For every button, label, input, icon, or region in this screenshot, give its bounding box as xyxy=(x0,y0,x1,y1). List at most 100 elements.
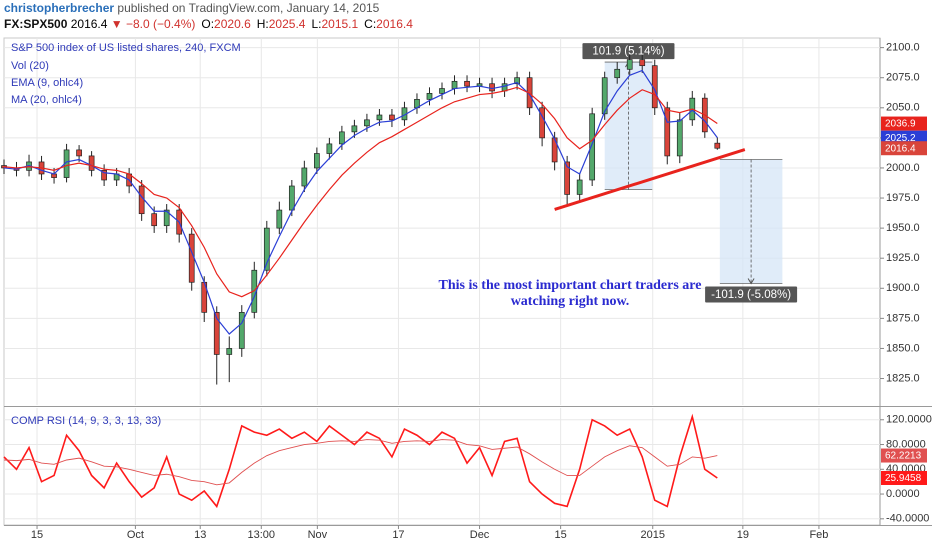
candle-body xyxy=(639,59,646,67)
candle-body xyxy=(163,209,170,227)
x-tick-label: Feb xyxy=(809,529,828,541)
y-tick-label: 1925.0 xyxy=(886,252,920,264)
candle-body xyxy=(664,107,671,157)
x-tick-label: 15 xyxy=(555,529,567,541)
field-label: L: xyxy=(311,17,322,31)
legend-entry: EMA (9, ohlc4) xyxy=(11,77,83,89)
chart-title: S&P 500 index of US listed shares, 240, … xyxy=(11,42,241,54)
last-value-label: 25.9458 xyxy=(885,473,922,484)
y-tick-label: 2075.0 xyxy=(886,72,920,84)
candle-body xyxy=(226,348,233,355)
change: −8.0 (−0.4%) xyxy=(126,17,196,31)
trendline xyxy=(554,148,746,211)
y-tick-label: 2100.0 xyxy=(886,42,920,54)
y-tick-label: 120.0000 xyxy=(886,414,932,426)
series-line xyxy=(3,413,718,509)
candle-body xyxy=(351,125,358,133)
annotation: This is the most important chart traders… xyxy=(439,278,702,293)
last-value-box xyxy=(881,130,927,145)
y-tick-label: -40.0000 xyxy=(886,513,929,525)
annotation: watching right now. xyxy=(511,294,630,309)
last-value-marker: 2025.2 xyxy=(881,130,927,145)
y-tick-label: 80.0000 xyxy=(886,438,926,450)
candle-body xyxy=(314,153,320,169)
candle-body xyxy=(238,311,245,349)
field-label: O: xyxy=(201,17,215,31)
last-value-label: 2025.2 xyxy=(885,133,916,144)
legend-entry: MA (20, ohlc4) xyxy=(11,94,82,106)
last-value-box xyxy=(881,470,927,485)
y-tick-label: 1850.0 xyxy=(886,342,920,354)
x-tick-label: Nov xyxy=(308,529,328,541)
candle-body xyxy=(451,80,458,89)
last-value-label: 2036.9 xyxy=(885,119,916,130)
field-value: 2015.1 xyxy=(321,17,359,31)
candle-body xyxy=(288,185,295,211)
x-tick-label: 13 xyxy=(194,529,206,541)
measure-label-box xyxy=(582,43,675,60)
candle-body xyxy=(714,142,721,149)
candle-body xyxy=(576,179,583,195)
y-tick-label: 1950.0 xyxy=(886,222,920,234)
candle-body xyxy=(389,114,395,121)
candle-body xyxy=(88,155,95,171)
y-tick-label: 1875.0 xyxy=(886,312,920,324)
last-value-label: 62.2213 xyxy=(885,451,922,462)
candle-body xyxy=(301,167,308,187)
field-value: 2025.4 xyxy=(268,17,306,31)
last-value-marker: 25.9458 xyxy=(881,470,927,485)
candle-body xyxy=(376,114,383,121)
last-value-marker: 2036.9 xyxy=(881,116,927,131)
change-arrow: ▼ xyxy=(110,17,123,31)
field-label: C: xyxy=(364,17,377,31)
candle-body xyxy=(676,119,683,157)
quote-line: FX:SPX500 2016.4 ▼ −8.0 (−0.4%) O:2020.6 H… xyxy=(4,16,413,32)
published: published on TradingView.com, January 14… xyxy=(117,1,380,15)
chart-title: COMP RSI (14, 9, 3, 3, 13, 33) xyxy=(11,415,161,427)
candle-body xyxy=(614,68,621,79)
series-line xyxy=(3,69,718,335)
x-tick-label: 19 xyxy=(737,529,749,541)
candle-body xyxy=(76,149,82,157)
measure-label: 101.9 (5.14%) xyxy=(592,46,664,58)
x-tick-label: Dec xyxy=(470,529,490,541)
field-value: 2020.6 xyxy=(214,17,251,31)
header: christopherbrecher published on TradingV… xyxy=(4,0,413,32)
series-line xyxy=(3,439,718,486)
indicator-label: Vol (20) xyxy=(11,60,49,72)
x-tick-label: 15 xyxy=(31,529,43,541)
last-value-label: 2016.4 xyxy=(885,143,916,154)
last-value-box xyxy=(881,448,927,463)
y-tick-label: 2050.0 xyxy=(886,102,920,114)
candle-body xyxy=(364,119,370,127)
candle-body xyxy=(263,227,270,271)
field-label: H: xyxy=(256,17,269,31)
candle-body xyxy=(589,113,596,181)
last-value-box xyxy=(881,116,927,131)
candle-body xyxy=(101,170,107,181)
candle-body xyxy=(426,93,433,100)
x-tick-label: 2015 xyxy=(640,529,664,541)
candle-body xyxy=(276,209,283,229)
candle-body xyxy=(489,83,495,92)
measure-area xyxy=(604,62,653,190)
candle-body xyxy=(564,161,570,195)
candle-body xyxy=(151,213,158,227)
series-line xyxy=(3,86,718,298)
candle-body xyxy=(188,233,195,283)
last-value-marker: 62.2213 xyxy=(881,448,927,463)
last-price: 2016.4 xyxy=(70,17,108,31)
candle-body xyxy=(213,311,220,355)
candle-body xyxy=(626,59,633,70)
author[interactable]: christopherbrecher xyxy=(4,1,115,15)
last-value-marker: 2016.4 xyxy=(881,141,927,156)
candle-body xyxy=(326,143,333,154)
publish-line: christopherbrecher published on TradingV… xyxy=(4,0,413,16)
y-tick-label: 1975.0 xyxy=(886,192,920,204)
measure-label-box xyxy=(705,286,798,303)
measure-label: -101.9 (-5.08%) xyxy=(711,289,791,301)
candle-body xyxy=(551,137,558,163)
field-value: 2016.4 xyxy=(376,17,413,31)
